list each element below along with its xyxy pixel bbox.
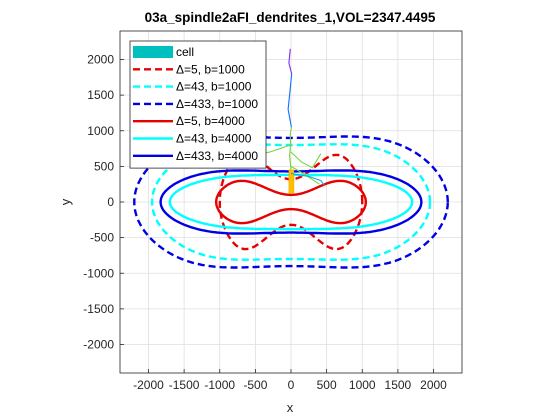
- series-curve: [215, 179, 367, 225]
- legend-label: Δ=433, b=4000: [176, 149, 258, 163]
- y-tick-label: 1000: [87, 124, 114, 138]
- y-tick-labels: -2000 -1500 -1000 -500 0 500 1000 1500 2000: [83, 53, 114, 352]
- cell-branch: [290, 172, 325, 186]
- y-tick-label: -500: [90, 231, 114, 245]
- series-curve: [218, 153, 364, 251]
- y-tick-label: 2000: [87, 53, 114, 67]
- chart-title: 03a_spindle2aFI_dendrites_1,VOL=2347.449…: [145, 10, 436, 25]
- legend-label: Δ=43, b=1000: [176, 80, 252, 94]
- y-tick-label: 0: [107, 195, 114, 209]
- x-tick-label: 0: [288, 378, 295, 392]
- legend-label: Δ=5, b=1000: [176, 62, 245, 76]
- y-tick-label: -1000: [83, 266, 114, 280]
- legend: cell Δ=5, b=1000 Δ=43, b=1000 Δ=433, b=1000…: [129, 40, 267, 169]
- x-tick-label: -1500: [169, 378, 200, 392]
- y-axis-label: y: [58, 198, 73, 205]
- x-tick-label: 500: [317, 378, 337, 392]
- x-axis-label: x: [287, 400, 294, 415]
- series-curve: [150, 143, 432, 261]
- y-tick-label: 500: [94, 159, 114, 173]
- x-tick-label: -500: [243, 378, 267, 392]
- legend-box: [129, 40, 267, 169]
- x-tick-label: 1500: [385, 378, 412, 392]
- cell-branch: [289, 169, 292, 193]
- legend-label: Δ=5, b=4000: [176, 114, 245, 128]
- legend-label: Δ=433, b=1000: [176, 97, 258, 111]
- legend-swatch-cell: [133, 46, 173, 58]
- y-tick-label: -2000: [83, 338, 114, 352]
- legend-label: cell: [176, 45, 194, 59]
- cell-branch: [288, 48, 293, 74]
- cell-branch: [287, 73, 293, 128]
- x-tick-label: -2000: [133, 378, 164, 392]
- series-curve: [168, 173, 414, 231]
- series-curve: [133, 135, 450, 269]
- series-curve: [159, 169, 423, 235]
- x-tick-labels: -2000 -1500 -1000 -500 0 500 1000 1500 2000: [133, 378, 447, 392]
- x-tick-label: 1000: [349, 378, 376, 392]
- legend-label: Δ=43, b=4000: [176, 132, 252, 146]
- cell-branch: [290, 151, 322, 169]
- cell-branch: [290, 165, 320, 185]
- x-tick-label: 2000: [420, 378, 447, 392]
- x-tick-label: -1000: [204, 378, 235, 392]
- curve-layer: [133, 135, 450, 269]
- y-tick-label: -1500: [83, 302, 114, 316]
- axes-box: [119, 30, 463, 374]
- y-tick-label: 1500: [87, 88, 114, 102]
